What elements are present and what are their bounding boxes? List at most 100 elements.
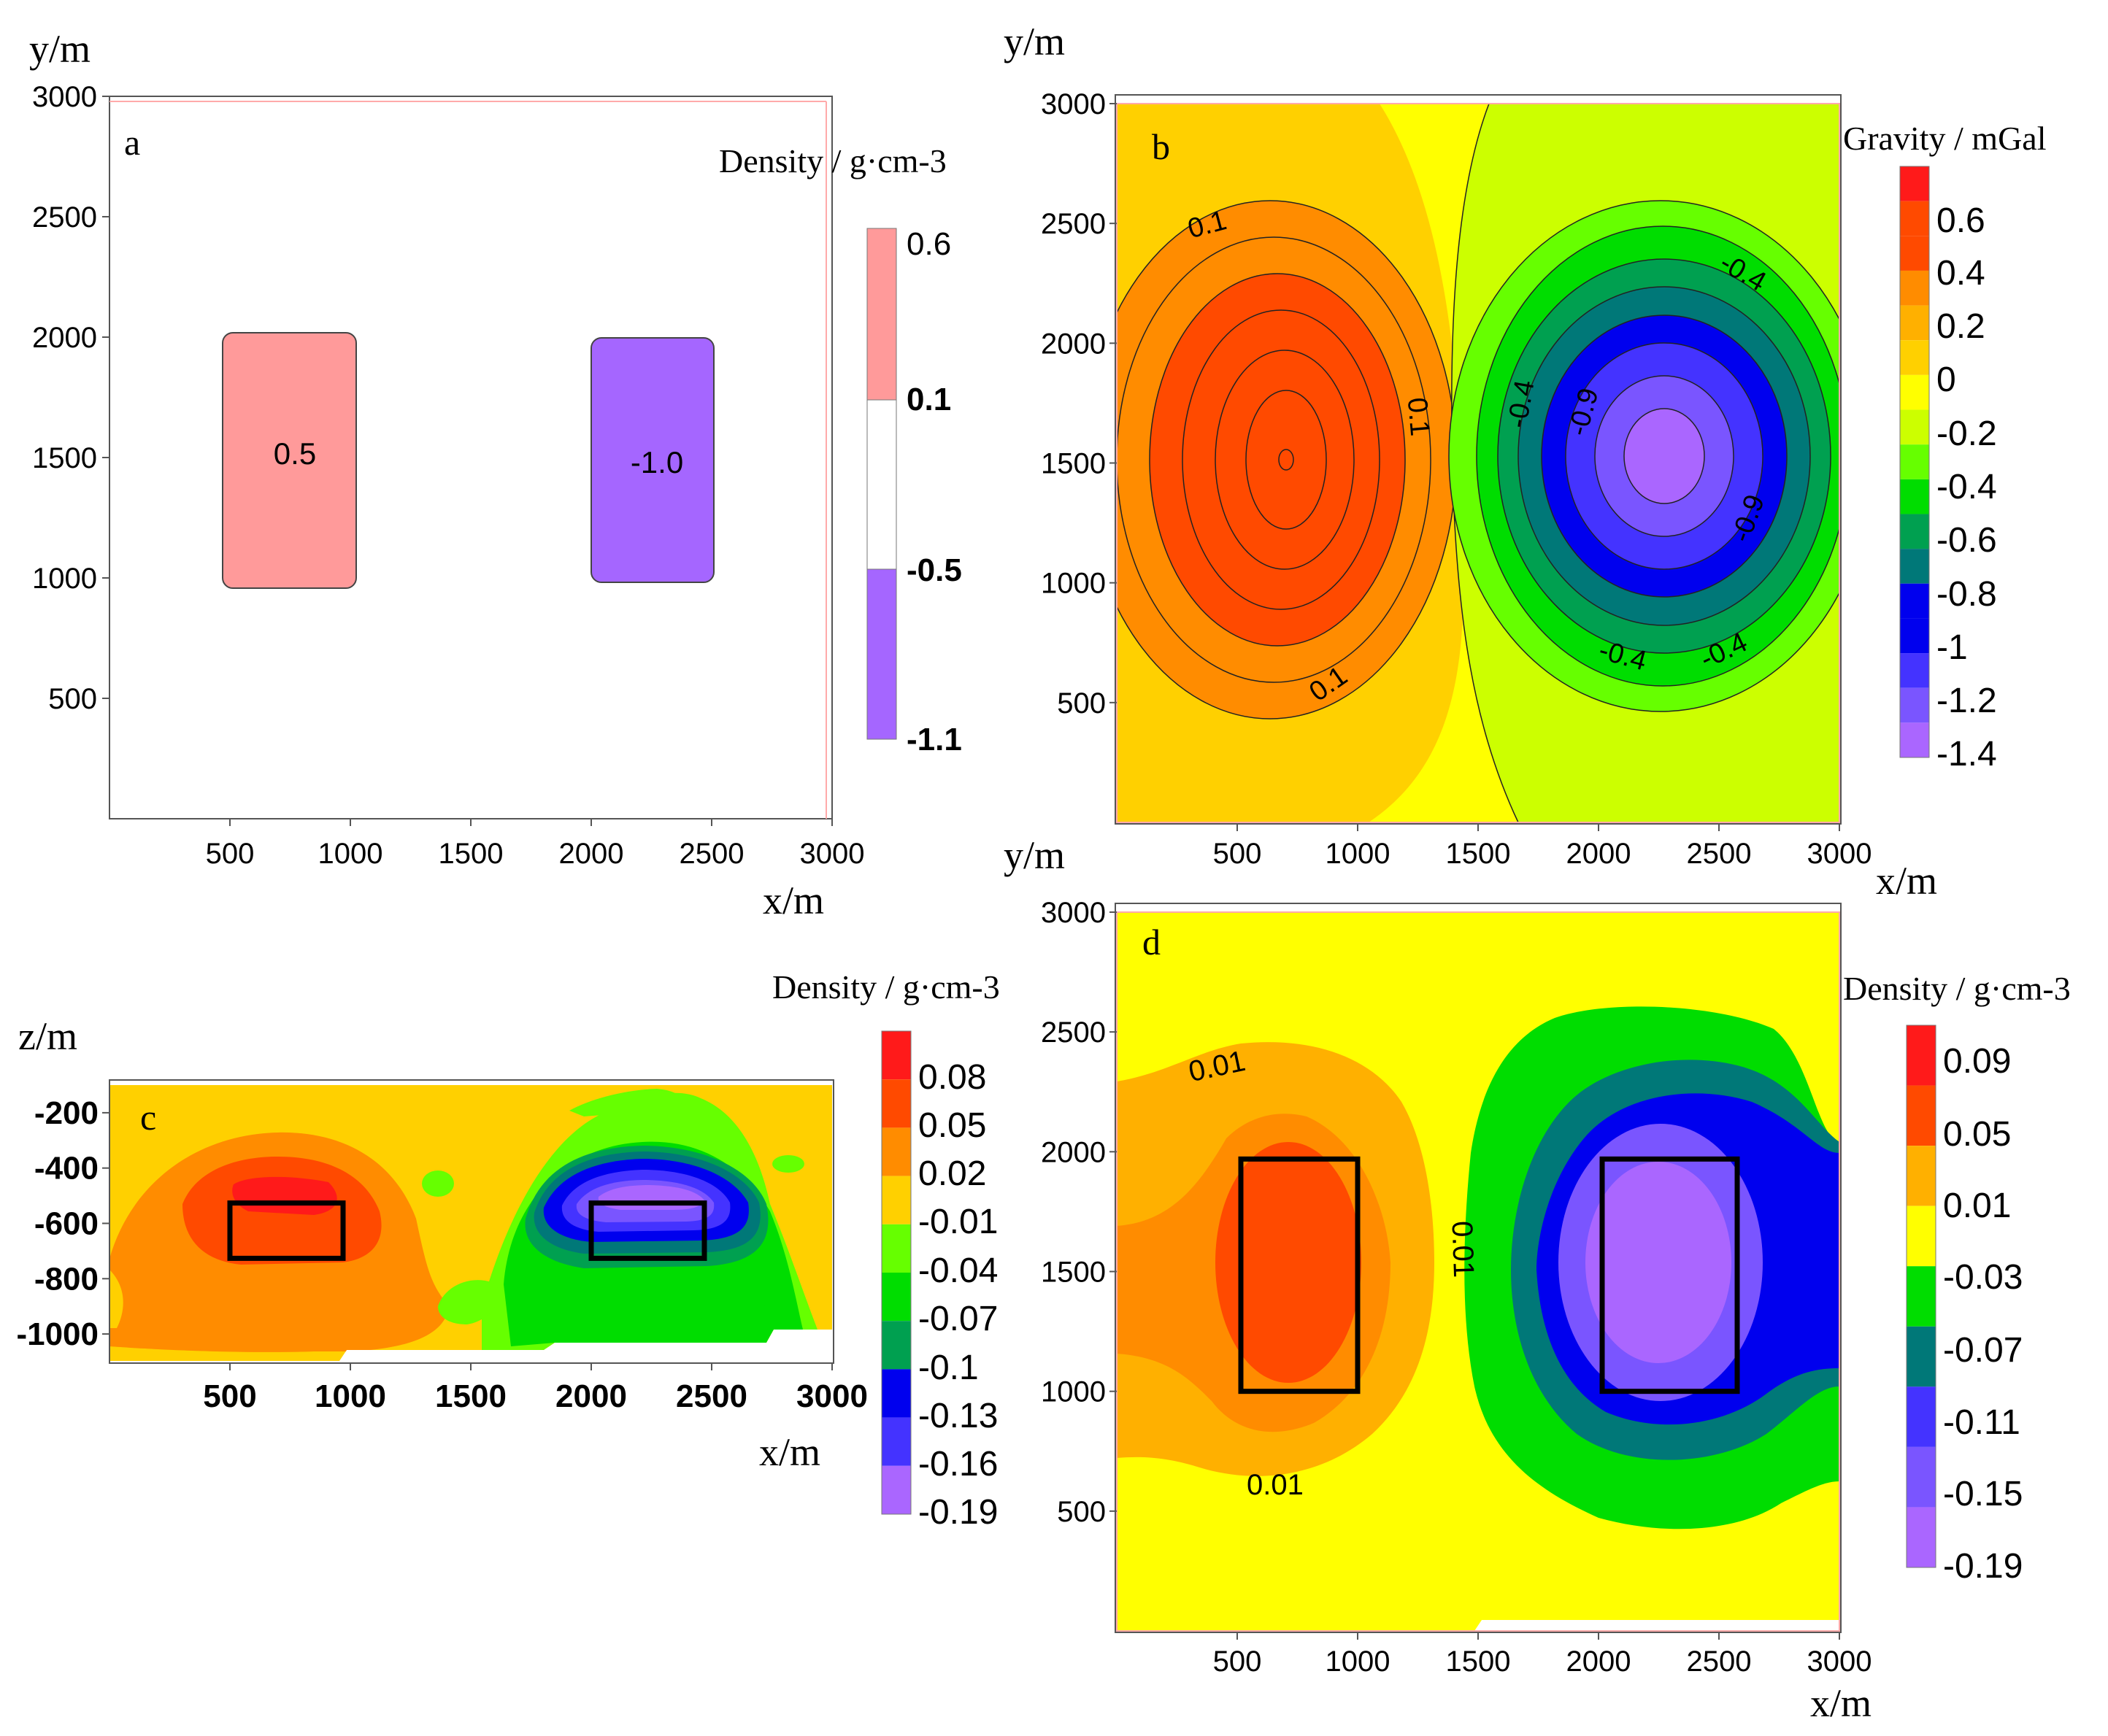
gravity-field-b xyxy=(1117,104,1839,822)
colorbar-segment xyxy=(1900,687,1929,723)
y-tick-label: 2000 xyxy=(1041,1136,1106,1168)
colorbar-label: -0.2 xyxy=(1936,414,1997,453)
colorbar-label: 0.01 xyxy=(1943,1187,2011,1225)
colorbar-a: Density / g·cm-3 0.6 0.1 -0.5 -1.1 xyxy=(719,142,962,757)
y-tick-label: 3000 xyxy=(1041,88,1106,120)
colorbar-segment xyxy=(1900,618,1929,654)
x-tick-label: 3000 xyxy=(796,1378,868,1414)
x-tick-label: 1000 xyxy=(1326,838,1390,870)
panel-c: c z/m -200 -400 -600 -800 -1000 500 1000 1500 2… xyxy=(16,968,999,1532)
y-axis-title-b: y/m xyxy=(1004,20,1065,63)
colorbar-b: Gravity / mGal 0.6 0.4 0.2 0 -0.2 -0.4 -0.6 -0.… xyxy=(1843,120,2047,774)
x-axis-title-d: x/m xyxy=(1810,1681,1872,1725)
density-core-d-negative-inner xyxy=(1585,1162,1731,1363)
colorbar-segment xyxy=(882,1127,911,1176)
colorbar-segment xyxy=(882,1465,911,1514)
panel-d: d 0.01 0.01 0.01 500 1000 1500 2000 2500 3000… xyxy=(1041,897,2071,1725)
colorbar-title-b: Gravity / mGal xyxy=(1843,120,2047,157)
colorbar-c: Density / g·cm-3 0.08 0.05 0.02 -0.01 -0.04 -… xyxy=(772,968,1000,1532)
colorbar-segment xyxy=(1900,374,1929,410)
colorbar-label: -1.4 xyxy=(1936,735,1997,774)
x-axis-c: 500 1000 1500 2000 2500 3000 x/m xyxy=(203,1363,868,1474)
x-tick-label: 2500 xyxy=(1687,1646,1752,1678)
colorbar-segment xyxy=(1900,444,1929,479)
colorbar-label: -0.15 xyxy=(1943,1475,2023,1513)
x-tick-label: 2000 xyxy=(1566,838,1631,870)
colorbar-outline xyxy=(1906,1025,1936,1568)
colorbar-label: -0.11 xyxy=(1943,1403,2020,1442)
colorbar-label: -0.01 xyxy=(918,1203,998,1241)
y-tick-label: 1500 xyxy=(32,442,97,474)
gravity-contour-level-3 xyxy=(1215,350,1355,570)
x-tick-label: 1000 xyxy=(318,838,383,870)
colorbar-outline xyxy=(1899,166,1930,758)
colorbar-label: -0.04 xyxy=(918,1251,998,1290)
contour-label-d: 0.01 xyxy=(1247,1469,1304,1501)
colorbar-segment xyxy=(1900,305,1929,341)
y-tick-label: 3000 xyxy=(32,81,97,113)
colorbar-label: -0.13 xyxy=(918,1397,998,1435)
x-tick-label: 3000 xyxy=(1807,838,1872,870)
x-axis-d: 500 1000 1500 2000 2500 3000 x/m xyxy=(1213,1632,1872,1725)
body-label-negative: -1.0 xyxy=(631,445,683,479)
y-tick-label: -600 xyxy=(34,1206,99,1242)
y-axis-a: y/m 500 1000 1500 2000 2500 3000 xyxy=(29,27,109,715)
colorbar-segment xyxy=(882,1321,911,1370)
colorbar-segment xyxy=(1900,479,1929,514)
y-tick-label: -400 xyxy=(34,1151,99,1187)
y-axis-title-d: y/m xyxy=(1004,833,1065,877)
x-tick-label: 500 xyxy=(1213,1646,1262,1678)
colorbar-segment xyxy=(1900,653,1929,688)
colorbar-label: -0.8 xyxy=(1936,575,1997,614)
colorbar-segment xyxy=(882,1031,911,1080)
colorbar-segment xyxy=(1907,1085,1936,1146)
colorbar-segment xyxy=(1907,1326,1936,1387)
y-tick-label: 2500 xyxy=(1041,208,1106,240)
colorbar-a-label: -0.5 xyxy=(907,552,962,588)
colorbar-a-label: -1.1 xyxy=(907,722,962,757)
x-axis-title-b: x/m xyxy=(1876,859,1937,903)
x-tick-label: 1500 xyxy=(1446,838,1511,870)
colorbar-label: -0.07 xyxy=(918,1300,998,1338)
colorbar-segment xyxy=(1900,549,1929,584)
colorbar-a-segment-top xyxy=(866,228,897,401)
x-tick-label: 3000 xyxy=(800,838,865,870)
x-tick-label: 1500 xyxy=(439,838,504,870)
colorbar-label: 0.02 xyxy=(918,1154,986,1193)
y-tick-label: 1500 xyxy=(1041,448,1106,480)
colorbar-segment xyxy=(882,1079,911,1128)
colorbar-segment xyxy=(1900,236,1929,271)
model-box-c-negative xyxy=(588,1200,707,1261)
y-tick-label: -800 xyxy=(34,1261,99,1297)
x-tick-label: 2500 xyxy=(1687,838,1752,870)
colorbar-label: 0.6 xyxy=(1936,201,1985,240)
colorbar-segment xyxy=(1907,1507,1936,1567)
colorbar-a-label: 0.1 xyxy=(907,382,951,417)
density-field-c xyxy=(109,1085,832,1361)
x-tick-label: 1000 xyxy=(315,1378,386,1414)
x-tick-label: 2000 xyxy=(559,838,624,870)
gravity-contour-lines xyxy=(1117,236,1431,683)
x-tick-label: 2000 xyxy=(1566,1646,1631,1678)
colorbar-label: -0.16 xyxy=(918,1445,998,1484)
gravity-peak-positive xyxy=(1278,449,1294,471)
y-axis-b: y/m 500 1000 1500 2000 2500 3000 xyxy=(1004,20,1117,720)
colorbar-segment xyxy=(1907,1025,1936,1086)
colorbar-label: -0.07 xyxy=(1943,1331,2023,1370)
colorbar-title-c: Density / g·cm-3 xyxy=(772,968,1000,1006)
colorbar-title-a: Density / g·cm-3 xyxy=(719,142,947,180)
panel-label-b: b xyxy=(1152,126,1170,167)
x-tick-label: 1500 xyxy=(1446,1646,1511,1678)
y-tick-label: 500 xyxy=(1057,687,1106,720)
y-tick-label: 1000 xyxy=(1041,1376,1106,1408)
colorbar-label: 0.4 xyxy=(1936,254,1985,293)
colorbar-label: 0.2 xyxy=(1936,307,1985,346)
density-body-negative xyxy=(591,337,715,583)
x-tick-label: 1500 xyxy=(435,1378,507,1414)
y-axis-title-a: y/m xyxy=(29,27,91,71)
y-tick-label: 2000 xyxy=(32,322,97,354)
density-field-d xyxy=(1117,912,1839,1631)
colorbar-label: 0 xyxy=(1936,360,1956,399)
x-axis-title-c: x/m xyxy=(759,1430,820,1474)
